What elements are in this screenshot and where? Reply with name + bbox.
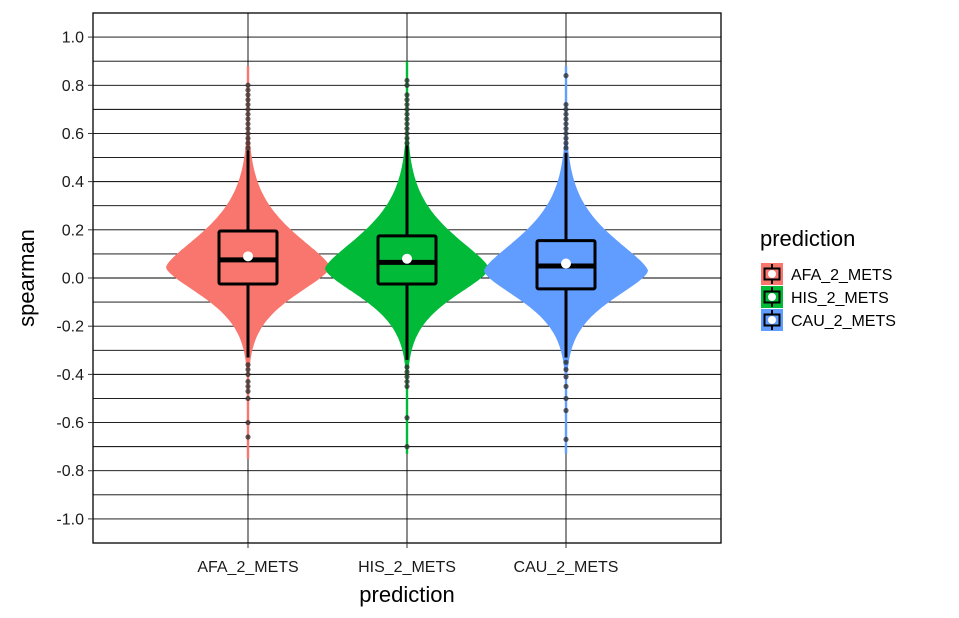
outlier-point — [404, 364, 410, 370]
outlier-point — [245, 434, 251, 440]
y-tick-label: -0.2 — [56, 319, 84, 336]
legend-key — [761, 309, 783, 331]
x-tick-label: CAU_2_METS — [514, 559, 619, 576]
legend: prediction AFA_2_METS HIS_2_METS CAU_2_MET… — [760, 226, 896, 331]
violin-group — [166, 66, 330, 459]
outlier-point — [245, 378, 251, 385]
outlier-point — [404, 82, 410, 88]
outlier-point — [245, 362, 251, 368]
outlier-point — [245, 126, 251, 132]
plot-area — [166, 61, 648, 459]
y-tick-label: 0.6 — [62, 126, 84, 143]
outlier-point — [245, 383, 251, 390]
outlier-point — [404, 97, 410, 103]
outlier-point — [404, 111, 410, 117]
outlier-point — [404, 383, 410, 390]
x-axis-title: prediction — [359, 582, 454, 607]
outlier-point — [245, 395, 251, 402]
outlier-point — [563, 383, 569, 390]
violin-group — [484, 66, 648, 454]
outlier-point — [563, 106, 569, 112]
outlier-point — [245, 419, 251, 426]
outlier-point — [245, 145, 251, 151]
outlier-point — [245, 371, 251, 377]
outlier-point — [404, 415, 410, 421]
x-tick-label: HIS_2_METS — [358, 559, 456, 576]
outlier-point — [563, 130, 569, 137]
outlier-point — [404, 135, 410, 141]
legend-title: prediction — [760, 226, 855, 251]
outlier-point — [404, 106, 410, 112]
outlier-point — [245, 111, 251, 117]
legend-mean-point — [768, 316, 776, 324]
outlier-point — [404, 369, 410, 375]
outlier-point — [404, 116, 410, 122]
y-tick-label: 0.2 — [62, 222, 84, 239]
outlier-point — [404, 121, 410, 127]
outlier-point — [245, 87, 251, 93]
outlier-point — [245, 121, 251, 127]
outlier-point — [563, 407, 569, 414]
outlier-point — [245, 388, 251, 394]
legend-key — [761, 286, 783, 308]
outlier-point — [245, 82, 251, 88]
outlier-point — [563, 374, 569, 380]
legend-key — [761, 263, 783, 285]
outlier-point — [245, 97, 251, 103]
y-tick-label: 0.8 — [62, 78, 84, 95]
y-tick-label: 0.4 — [62, 174, 84, 191]
outlier-point — [563, 366, 569, 373]
legend-mean-point — [768, 293, 776, 301]
outlier-point — [245, 140, 251, 146]
outlier-point — [404, 378, 410, 385]
y-tick-label: 0.0 — [62, 271, 84, 288]
outlier-point — [563, 73, 569, 79]
outlier-point — [404, 444, 410, 450]
legend-label: HIS_2_METS — [791, 290, 889, 307]
outlier-point — [404, 92, 410, 98]
outlier-point — [404, 140, 410, 146]
outlier-point — [563, 126, 569, 132]
y-tick-label: -0.4 — [56, 367, 84, 384]
outlier-point — [245, 135, 251, 141]
mean-point — [402, 253, 412, 264]
outlier-point — [245, 116, 251, 122]
outlier-point — [563, 116, 569, 122]
outlier-point — [404, 126, 410, 132]
outlier-point — [563, 101, 569, 108]
outlier-point — [563, 145, 569, 151]
outlier-point — [404, 374, 410, 380]
legend-label: CAU_2_METS — [791, 313, 896, 330]
outlier-point — [563, 359, 569, 365]
mean-point — [243, 251, 253, 262]
outlier-point — [245, 366, 251, 373]
outlier-point — [563, 121, 569, 127]
outlier-point — [245, 101, 251, 108]
outlier-point — [563, 140, 569, 146]
mean-point — [561, 258, 571, 269]
legend-label: AFA_2_METS — [791, 267, 892, 284]
y-tick-label: -1.0 — [56, 511, 84, 528]
y-axis: 1.0 0.8 0.6 0.4 0.2 0.0 -0.2 -0.4 -0.6 -0.8 -1.0 — [56, 30, 93, 528]
outlier-point — [404, 101, 410, 108]
x-axis: AFA_2_METS HIS_2_METS CAU_2_METS — [197, 543, 618, 576]
x-tick-label: AFA_2_METS — [197, 559, 298, 576]
outlier-point — [563, 111, 569, 117]
y-tick-label: 1.0 — [62, 30, 84, 47]
y-axis-title: spearman — [14, 229, 39, 327]
outlier-point — [245, 130, 251, 137]
legend-mean-point — [768, 270, 776, 278]
y-tick-label: -0.8 — [56, 463, 84, 480]
outlier-point — [404, 130, 410, 137]
outlier-point — [563, 395, 569, 402]
violin-group — [325, 61, 489, 454]
outlier-point — [563, 135, 569, 141]
outlier-point — [245, 92, 251, 98]
outlier-point — [563, 436, 569, 443]
outlier-point — [404, 77, 410, 84]
outlier-point — [245, 106, 251, 112]
y-tick-label: -0.6 — [56, 415, 84, 432]
